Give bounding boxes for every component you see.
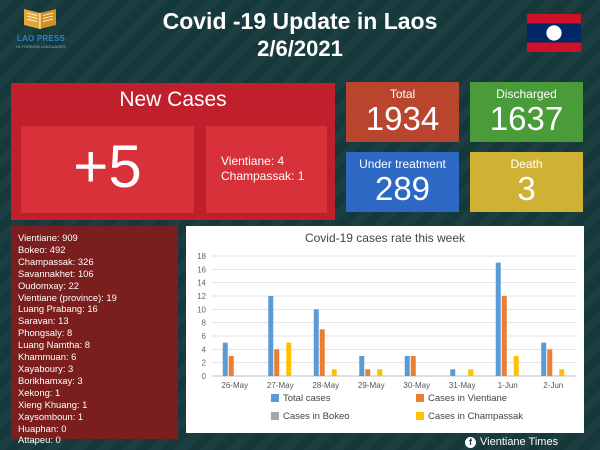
bar-total-cases <box>495 262 501 376</box>
bar-total-cases <box>222 342 228 376</box>
province-item: Xayaboury: 3 <box>18 362 74 374</box>
y-tick-label: 12 <box>197 292 206 301</box>
province-item: Xieng Khuang: 1 <box>18 398 88 410</box>
stat-total-label: Total <box>389 87 416 101</box>
new-cases-detail-box: Vientiane: 4 Champassak: 1 <box>206 126 327 213</box>
logo-subtext: IN FOREIGN LANGUAGES <box>16 44 66 49</box>
x-tick-label: 28-May <box>312 381 339 390</box>
bar-cases-in-champassak <box>513 356 519 376</box>
y-tick-label: 2 <box>202 359 207 368</box>
province-item: Champassak: 326 <box>18 255 94 267</box>
new-cases-panel: New Cases +5 Vientiane: 4 Champassak: 1 <box>11 83 335 220</box>
book-icon <box>24 9 56 29</box>
x-tick-label: 30-May <box>403 381 430 390</box>
laos-flag-icon <box>527 14 581 52</box>
new-cases-detail-champassak: Champassak: 1 <box>221 169 305 183</box>
x-tick-label: 2-Jun <box>543 381 563 390</box>
bar-cases-in-vientiane <box>547 349 553 376</box>
lao-press-logo: LAO PRESS IN FOREIGN LANGUAGES <box>8 5 74 53</box>
bar-cases-in-champassak <box>559 369 565 376</box>
y-tick-label: 0 <box>202 372 207 381</box>
bar-total-cases <box>450 369 456 376</box>
bar-cases-in-vientiane <box>410 356 416 376</box>
province-item: Phongsaly: 8 <box>18 327 73 339</box>
province-item: Saravan: 13 <box>18 315 69 327</box>
bar-cases-in-champassak <box>331 369 337 376</box>
stat-total-value: 1934 <box>365 100 440 137</box>
x-tick-label: 29-May <box>358 381 385 390</box>
y-tick-label: 6 <box>202 332 207 341</box>
province-item: Attapeu: 0 <box>18 434 61 446</box>
stat-death-value: 3 <box>517 170 536 207</box>
y-tick-label: 16 <box>197 265 206 274</box>
legend-label: Cases in Vientiane <box>428 393 507 404</box>
bar-chart: 0 2 4 6 8 10 12 14 16 18 26-May 27-May 28-May 29-May 3… <box>197 252 576 422</box>
bar-cases-in-vientiane <box>228 356 234 376</box>
y-tick-label: 10 <box>197 305 206 314</box>
stat-under-treatment-value: 289 <box>374 170 431 207</box>
footer-credit: f Vientiane Times <box>465 436 595 450</box>
y-tick-label: 18 <box>197 252 206 261</box>
footer-text: Vientiane Times <box>480 436 559 448</box>
province-item: Vientiane (province): 19 <box>18 291 117 303</box>
y-tick-label: 14 <box>197 279 206 288</box>
stat-under-treatment-label: Under treatment <box>359 157 446 171</box>
new-cases-count: +5 <box>73 133 142 200</box>
legend-swatch <box>416 394 424 402</box>
legend-label: Cases in Bokeo <box>283 411 350 422</box>
new-cases-title: New Cases <box>119 88 227 111</box>
bar-cases-in-vientiane <box>365 369 371 376</box>
bar-cases-in-champassak <box>377 369 383 376</box>
province-item: Bokeo: 492 <box>18 243 66 255</box>
chart-panel: Covid-19 cases rate this week 0 2 4 6 8 10 12 1… <box>186 226 584 433</box>
chart-title: Covid-19 cases rate this week <box>304 231 466 245</box>
legend-label: Cases in Champassak <box>428 411 523 422</box>
logo-text: LAO PRESS <box>16 34 66 43</box>
page-title: Covid -19 Update in Laos <box>162 8 438 34</box>
bar-total-cases <box>268 296 274 376</box>
y-tick-label: 8 <box>202 319 207 328</box>
stat-death: Death 3 <box>470 152 583 212</box>
new-cases-detail-vientiane: Vientiane: 4 <box>221 154 285 168</box>
stat-under-treatment: Under treatment 289 <box>346 152 459 212</box>
facebook-icon: f <box>465 437 476 448</box>
x-tick-label: 1-Jun <box>498 381 518 390</box>
stat-death-label: Death <box>510 157 543 171</box>
province-item: Xekong: 1 <box>18 386 61 398</box>
stat-discharged: Discharged 1637 <box>470 82 583 142</box>
x-tick-label: 26-May <box>221 381 248 390</box>
bar-cases-in-champassak <box>286 342 292 376</box>
bar-cases-in-vientiane <box>319 329 325 376</box>
page-date: 2/6/2021 <box>257 36 343 61</box>
stat-discharged-label: Discharged <box>496 87 557 101</box>
legend-swatch <box>416 412 424 420</box>
stat-discharged-value: 1637 <box>489 100 564 137</box>
new-cases-count-box: +5 <box>21 126 194 213</box>
legend-swatch <box>271 394 279 402</box>
province-item: Xaysomboun: 1 <box>18 410 84 422</box>
y-tick-label: 4 <box>202 345 207 354</box>
x-tick-label: 27-May <box>267 381 294 390</box>
province-list: Vientiane: 909 Bokeo: 492 Champassak: 326 S… <box>11 226 178 445</box>
bar-cases-in-champassak <box>468 369 474 376</box>
province-item: Khammuan: 6 <box>18 351 77 363</box>
province-item: Oudomxay: 22 <box>18 279 79 291</box>
bar-total-cases <box>359 356 365 376</box>
bar-total-cases <box>313 309 319 376</box>
legend-label: Total cases <box>283 393 331 404</box>
bar-cases-in-vientiane <box>501 296 507 376</box>
x-tick-label: 31-May <box>449 381 476 390</box>
province-item: Huaphan: 0 <box>18 422 67 434</box>
stat-total: Total 1934 <box>346 82 459 142</box>
bar-total-cases <box>404 356 410 376</box>
province-item: Borikhamxay: 3 <box>18 374 83 386</box>
bar-cases-in-vientiane <box>274 349 280 376</box>
province-item: Savannakhet: 106 <box>18 267 94 279</box>
bar-total-cases <box>541 342 547 376</box>
legend-swatch <box>271 412 279 420</box>
province-item: Luang Prabang: 16 <box>18 303 98 315</box>
province-item: Vientiane: 909 <box>18 232 78 243</box>
province-item: Luang Namtha: 8 <box>18 339 90 351</box>
